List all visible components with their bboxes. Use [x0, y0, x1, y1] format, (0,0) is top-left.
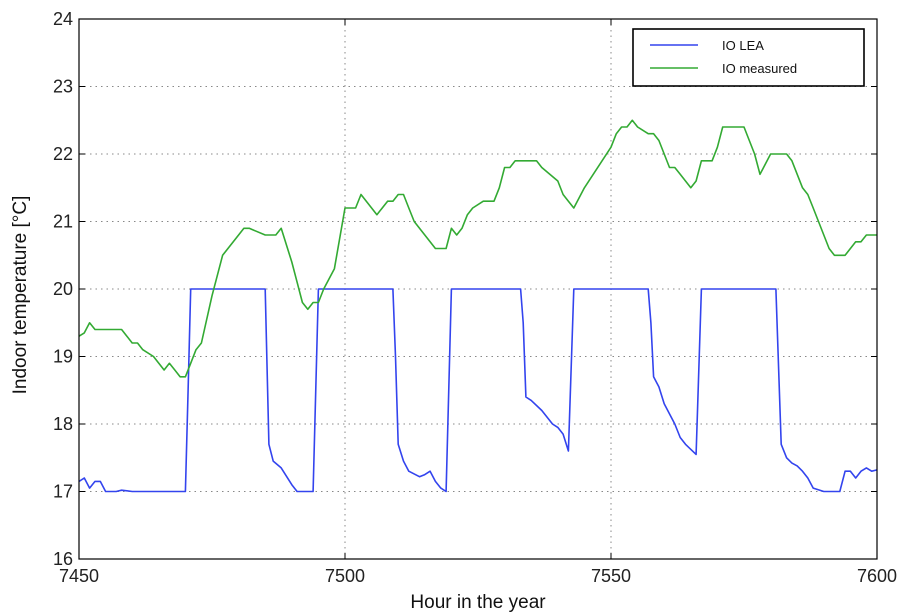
- legend-label-io-measured: IO measured: [722, 61, 797, 76]
- x-tick-label: 7500: [325, 566, 365, 586]
- x-tick-label: 7550: [591, 566, 631, 586]
- legend: IO LEA IO measured: [632, 28, 865, 87]
- y-tick-label: 24: [53, 9, 73, 29]
- y-tick-label: 21: [53, 212, 73, 232]
- x-tick-label: 7600: [857, 566, 897, 586]
- axis-ticks: 16 17 18 19 20 21 22 23 24 7450 7500 7550 7600: [53, 9, 897, 586]
- y-tick-label: 17: [53, 482, 73, 502]
- x-tick-label: 7450: [59, 566, 99, 586]
- x-axis-title: Hour in the year: [410, 592, 546, 613]
- y-axis-title: Indoor temperature [°C]: [10, 196, 31, 395]
- series-line-io-lea: [78, 288, 878, 493]
- y-tick-label: 20: [53, 279, 73, 299]
- y-tick-label: 18: [53, 414, 73, 434]
- legend-label-io-lea: IO LEA: [722, 38, 764, 53]
- y-tick-label: 19: [53, 347, 73, 367]
- y-tick-label: 22: [53, 144, 73, 164]
- legend-box: [632, 28, 865, 87]
- y-tick-label: 23: [53, 77, 73, 97]
- series-line-io-measured: [78, 119, 877, 378]
- y-tick-label: 16: [53, 549, 73, 569]
- series-group: [78, 119, 878, 493]
- plot-frame: [78, 18, 878, 560]
